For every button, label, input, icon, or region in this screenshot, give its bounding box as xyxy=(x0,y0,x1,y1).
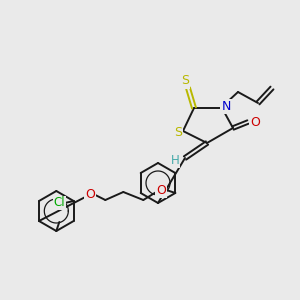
Text: O: O xyxy=(156,184,166,196)
Text: H: H xyxy=(171,154,179,167)
Text: S: S xyxy=(174,125,182,139)
Text: Cl: Cl xyxy=(54,196,65,209)
Text: N: N xyxy=(221,100,231,112)
Text: S: S xyxy=(181,74,189,88)
Text: O: O xyxy=(85,188,95,202)
Text: O: O xyxy=(250,116,260,128)
